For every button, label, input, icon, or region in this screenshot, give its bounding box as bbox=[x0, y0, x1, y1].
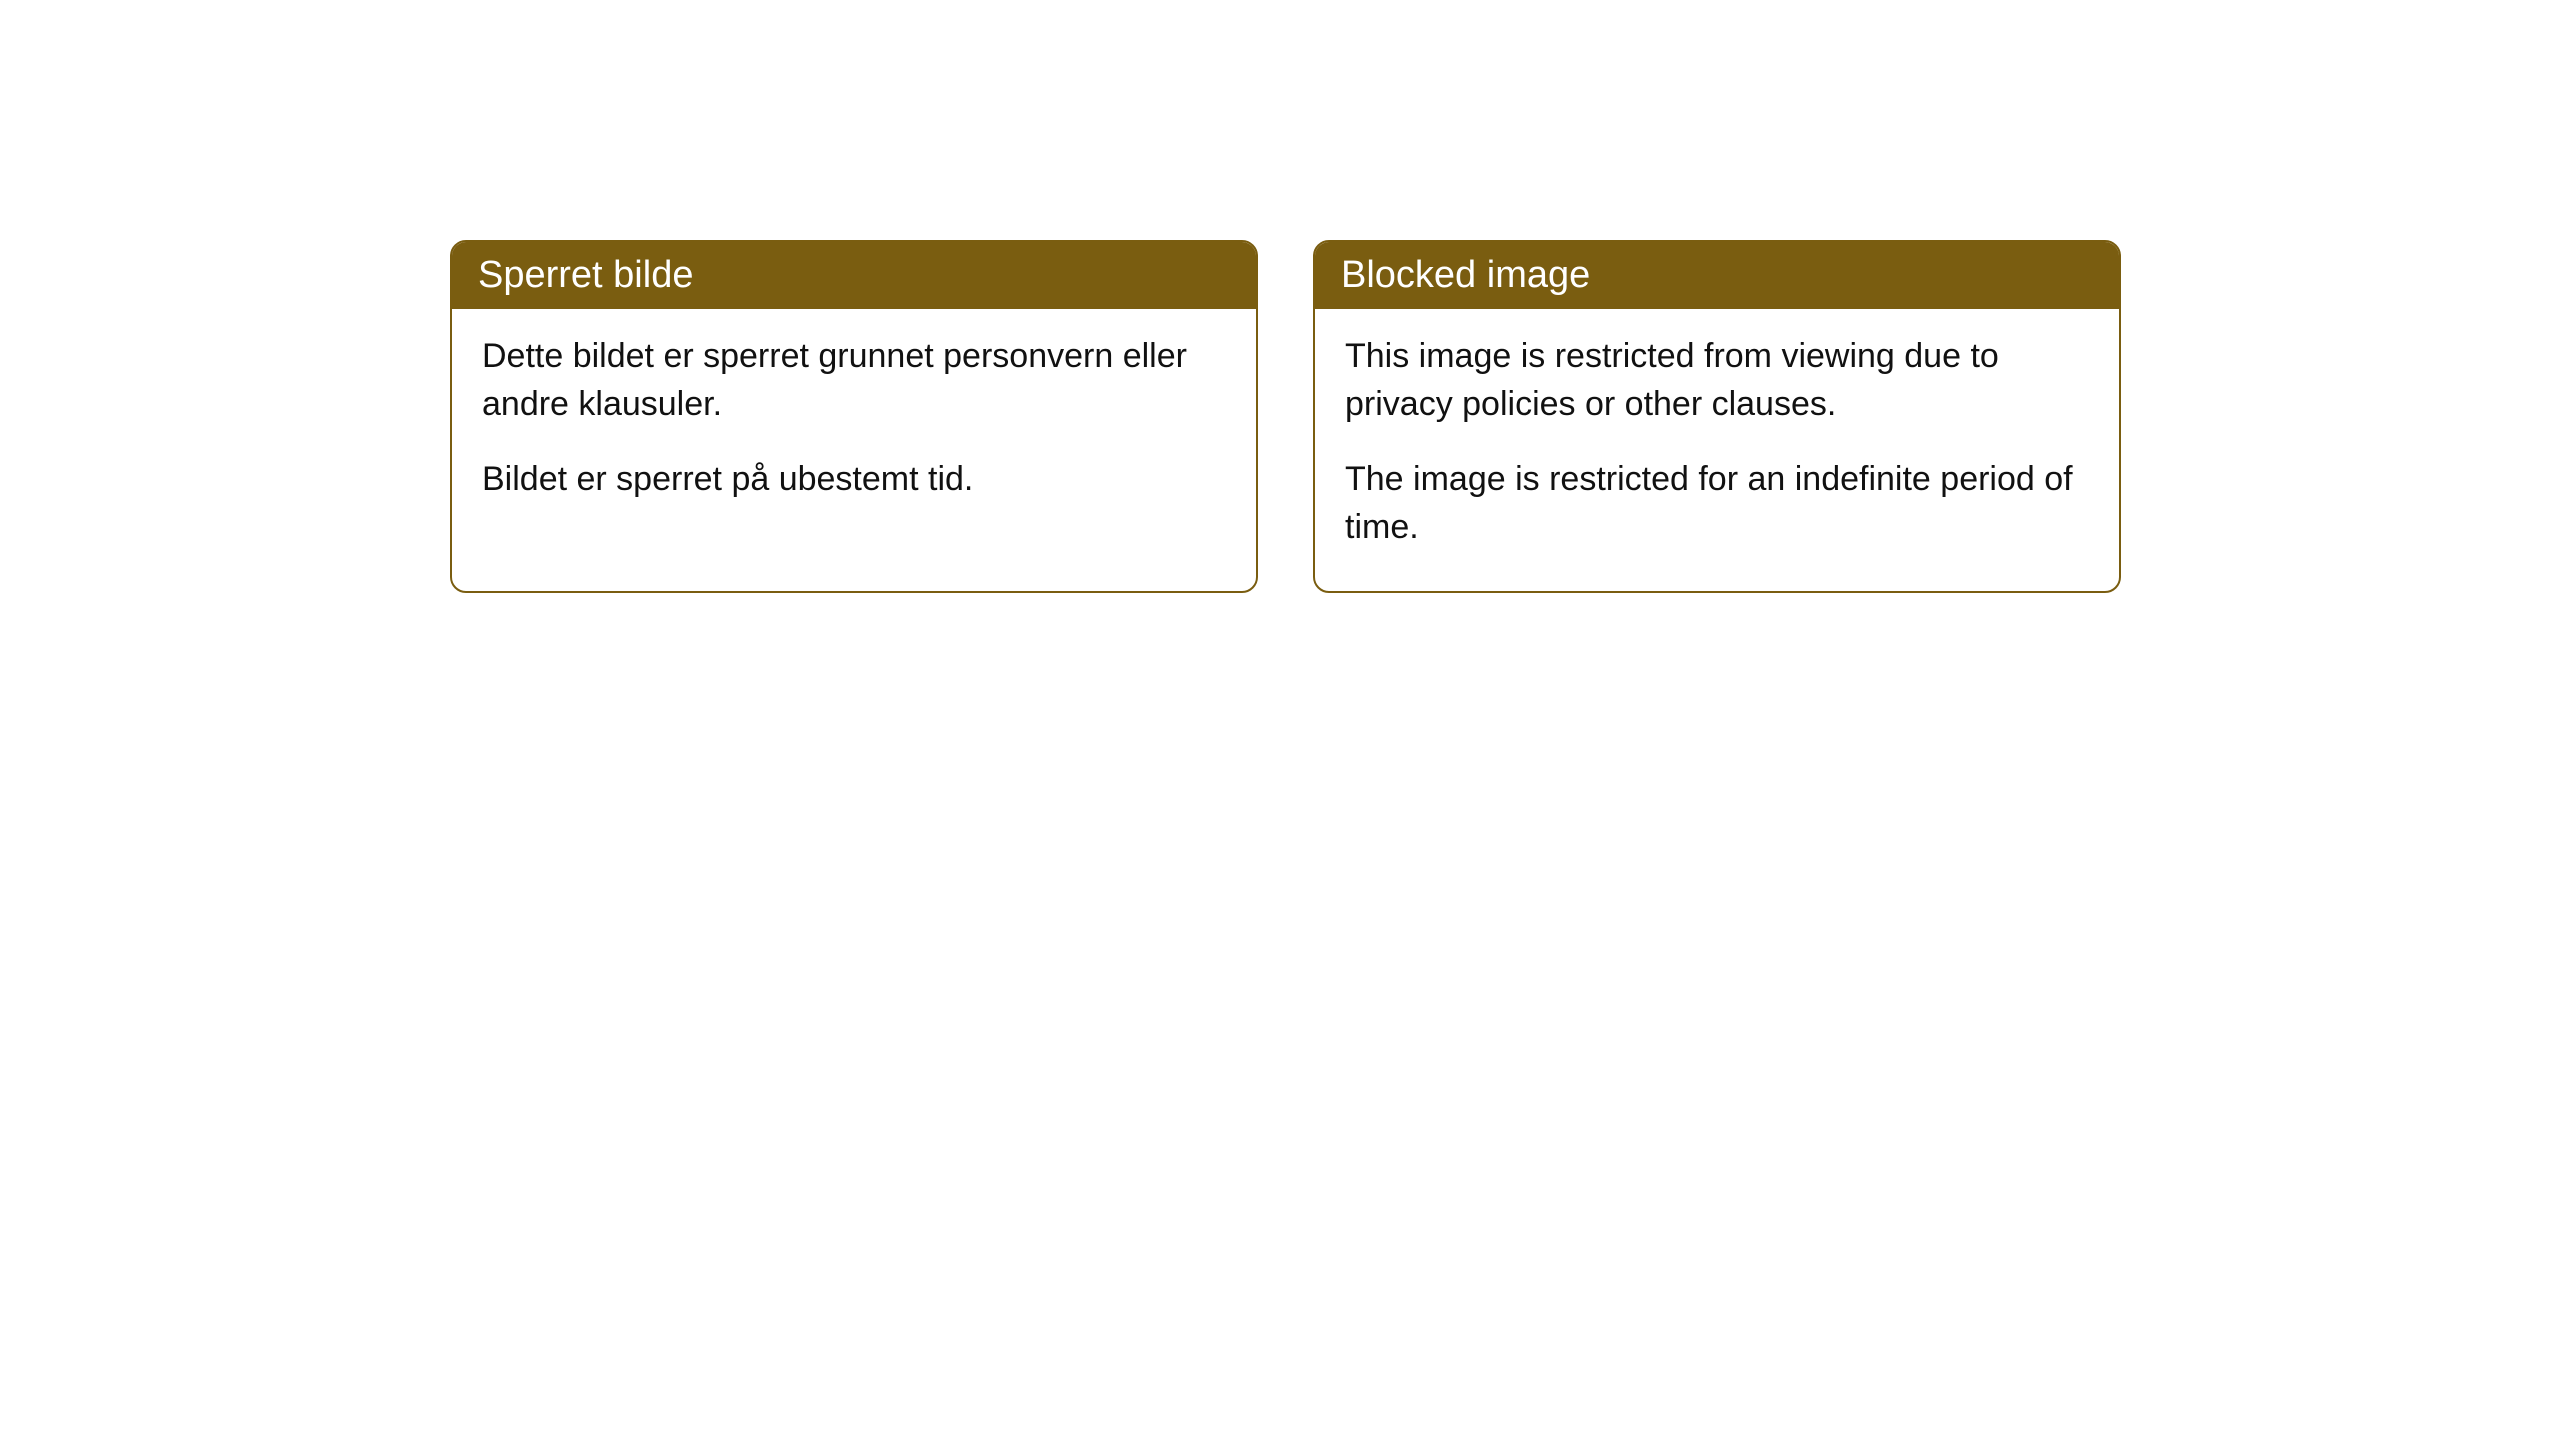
card-body: Dette bildet er sperret grunnet personve… bbox=[452, 309, 1256, 544]
card-header: Sperret bilde bbox=[452, 242, 1256, 309]
card-body: This image is restricted from viewing du… bbox=[1315, 309, 2119, 591]
card-paragraph: Bildet er sperret på ubestemt tid. bbox=[482, 456, 1226, 504]
card-paragraph: This image is restricted from viewing du… bbox=[1345, 333, 2089, 428]
notice-cards-container: Sperret bilde Dette bildet er sperret gr… bbox=[450, 240, 2121, 593]
blocked-image-card-en: Blocked image This image is restricted f… bbox=[1313, 240, 2121, 593]
card-paragraph: Dette bildet er sperret grunnet personve… bbox=[482, 333, 1226, 428]
blocked-image-card-no: Sperret bilde Dette bildet er sperret gr… bbox=[450, 240, 1258, 593]
card-paragraph: The image is restricted for an indefinit… bbox=[1345, 456, 2089, 551]
card-header: Blocked image bbox=[1315, 242, 2119, 309]
